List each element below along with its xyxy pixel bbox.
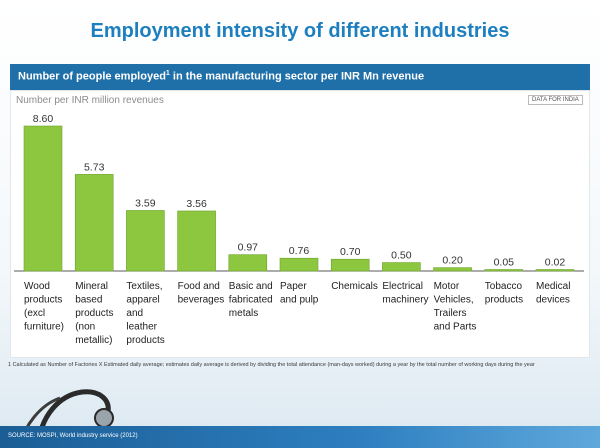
bar bbox=[228, 254, 268, 272]
bar bbox=[177, 210, 216, 272]
data-label: 0.76 bbox=[289, 245, 310, 257]
category-label: Food and beverages bbox=[178, 281, 225, 306]
data-label: 0.50 bbox=[391, 250, 412, 262]
footnote: 1 Calculated as Number of Factories X Es… bbox=[8, 362, 535, 368]
page-title: Employment intensity of different indust… bbox=[90, 20, 510, 42]
category-label: Basic and fabricated metals bbox=[229, 281, 273, 319]
bar bbox=[126, 210, 165, 272]
data-label: 8.60 bbox=[33, 113, 54, 125]
data-label: 0.97 bbox=[238, 242, 259, 254]
bar bbox=[484, 269, 524, 272]
category-label: Medical devices bbox=[536, 281, 570, 306]
bar bbox=[330, 258, 370, 272]
category-label: Mineral based products (non metallic) bbox=[75, 281, 113, 346]
category-label: Tobacco products bbox=[485, 281, 523, 306]
data-label: 5.73 bbox=[84, 161, 105, 173]
bar bbox=[382, 262, 421, 272]
y-axis-label: Number per INR million revenues bbox=[16, 95, 164, 106]
category-label: Motor Vehicles, Trailers and Parts bbox=[434, 281, 477, 333]
data-label: 3.56 bbox=[186, 198, 207, 210]
category-label: Chemicals bbox=[331, 281, 378, 292]
data-label: 0.05 bbox=[494, 257, 515, 269]
bar bbox=[74, 174, 114, 272]
category-label: Textiles, apparel and leather products bbox=[126, 281, 164, 346]
data-label: 0.20 bbox=[442, 255, 463, 267]
source-bar bbox=[0, 426, 600, 448]
chart-header-bar: Number of people employed1 in the manufa… bbox=[10, 64, 590, 90]
data-label: 0.70 bbox=[340, 246, 361, 258]
chart-header-text: Number of people employed1 in the manufa… bbox=[18, 70, 425, 83]
category-label: Wood products (excl furniture) bbox=[24, 281, 64, 333]
bar bbox=[535, 269, 575, 272]
data-label: 3.59 bbox=[135, 197, 156, 209]
bar bbox=[433, 267, 472, 272]
data-label: 0.02 bbox=[545, 257, 566, 269]
bar bbox=[279, 257, 319, 272]
category-label: Paper and pulp bbox=[280, 281, 319, 306]
source-text: SOURCE: MOSPI, World industry service (2… bbox=[8, 433, 138, 439]
category-label: Electrical machinery bbox=[382, 281, 428, 306]
bar bbox=[23, 125, 63, 272]
data-tag: DATA FOR INDIA bbox=[528, 95, 583, 105]
